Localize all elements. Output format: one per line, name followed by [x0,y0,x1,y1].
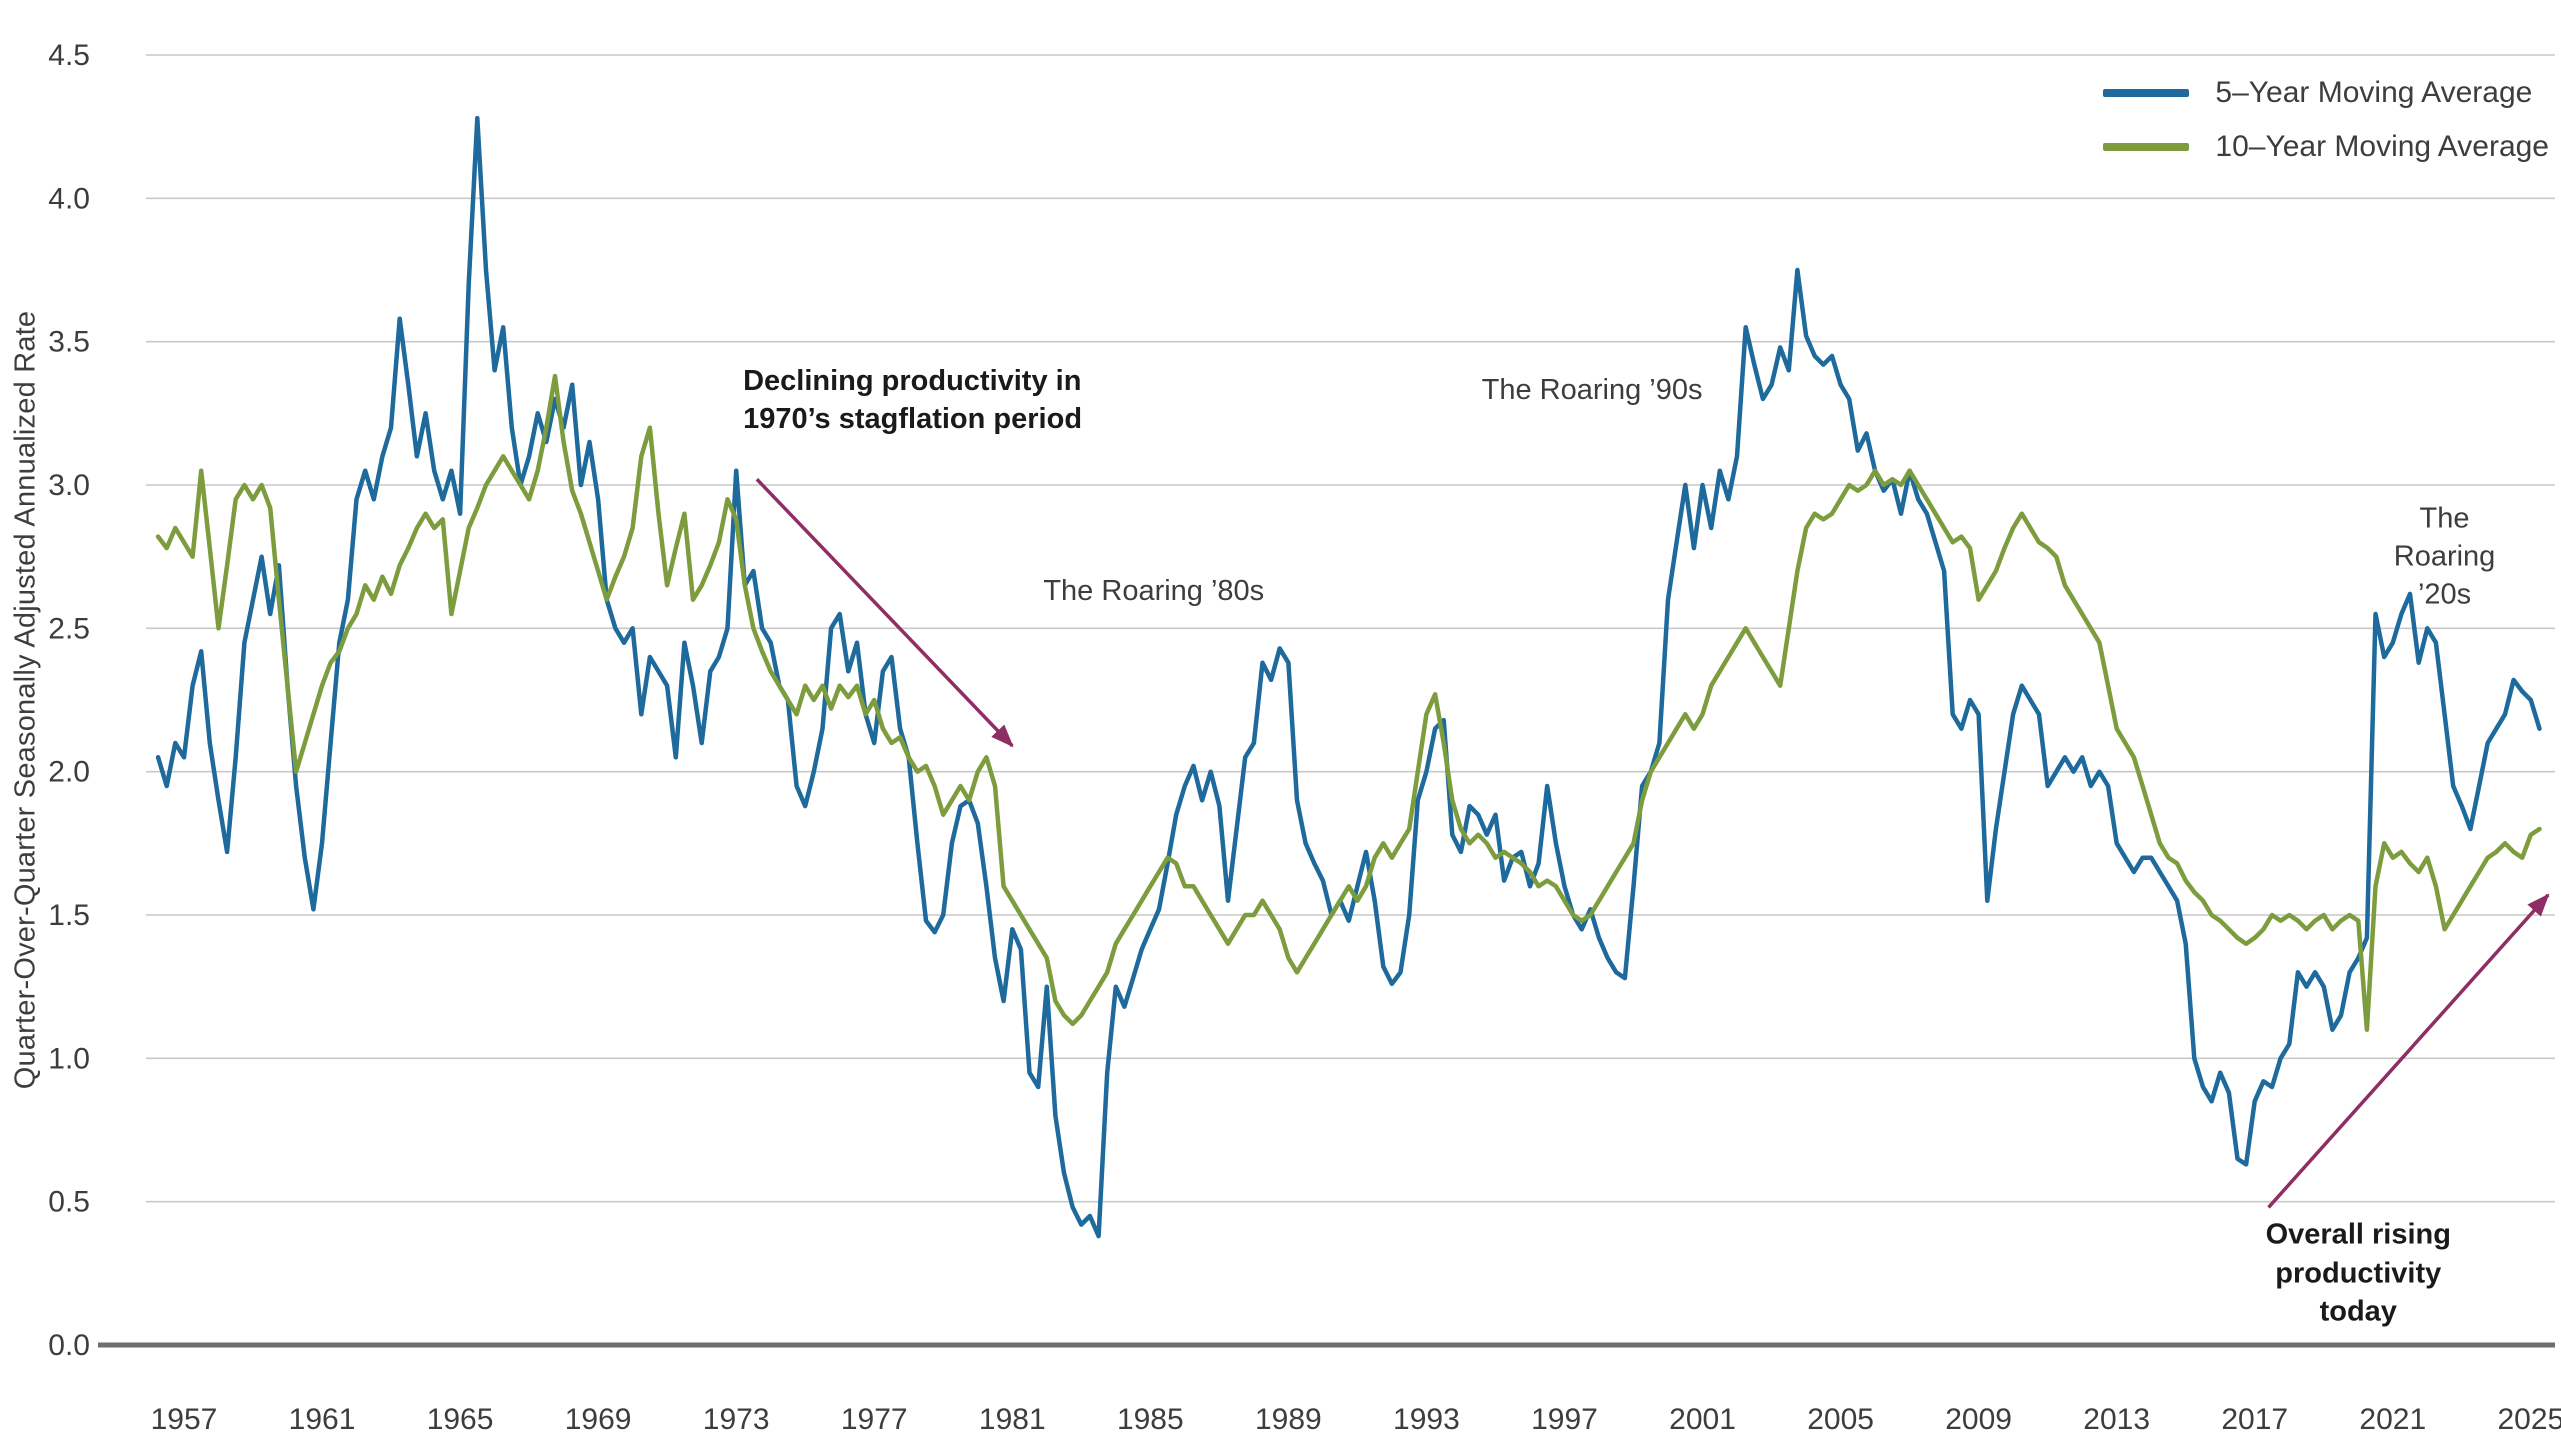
annotation-roaring-20s: The Roaring ’20s [2393,502,2496,611]
y-tick-label: 3.5 [48,326,90,359]
y-tick-label: 0.5 [48,1186,90,1219]
y-tick-label: 4.0 [48,182,90,215]
x-tick-label: 1997 [1531,1403,1598,1436]
x-tick-label: 1993 [1393,1403,1460,1436]
annotation-roaring-90s: The Roaring ’90s [1481,374,1703,407]
annotation-stagflation: Declining productivity in 1970’s stagfla… [743,364,1083,435]
legend-swatch-10yr-icon [2103,143,2190,151]
x-tick-label: 2017 [2221,1403,2288,1436]
series-line-5yr [155,115,2542,1239]
x-tick-label: 1981 [979,1403,1046,1436]
x-tick-label: 2021 [2359,1403,2426,1436]
y-tick-label: 3.0 [48,469,90,502]
y-tick-label: 0.0 [48,1329,90,1362]
series-lines [155,115,2542,1239]
annotation-arrow [755,478,1014,748]
legend-label-5yr: 5–Year Moving Average [2215,76,2533,109]
tick-labels: 0.0 0.5 1.0 1.5 2.0 2.5 3.0 3.5 4.0 4.5 1957 1961 19… [48,39,2561,1436]
legend: 5–Year Moving Average 10–Year Moving Ave… [2103,76,2549,164]
annotation-arrow [2267,893,2550,1209]
legend-swatch-5yr-icon [2103,89,2190,97]
y-tick-label: 1.0 [48,1042,90,1075]
x-tick-label: 2025 [2497,1403,2561,1436]
x-tick-label: 1965 [427,1403,494,1436]
x-tick-label: 2001 [1669,1403,1736,1436]
y-axis-title: Quarter-Over-Quarter Seasonally Adjusted… [9,310,42,1090]
y-tick-label: 1.5 [48,899,90,932]
annotation-arrows [755,478,2550,1209]
y-tick-label: 2.5 [48,612,90,645]
x-tick-label: 1973 [703,1403,770,1436]
x-tick-label: 1957 [151,1403,218,1436]
gridlines [146,54,2555,1203]
series-line-10yr [155,373,2542,1032]
y-tick-label: 2.0 [48,756,90,789]
y-tick-label: 4.5 [48,39,90,72]
x-tick-label: 1977 [841,1403,908,1436]
legend-item-5yr: 5–Year Moving Average [2103,76,2549,110]
x-tick-label: 1985 [1117,1403,1184,1436]
x-tick-label: 1989 [1255,1403,1322,1436]
x-tick-label: 2013 [2083,1403,2150,1436]
x-tick-label: 2009 [1945,1403,2012,1436]
legend-item-10yr: 10–Year Moving Average [2103,130,2549,164]
x-tick-label: 1969 [565,1403,632,1436]
x-tick-label: 2005 [1807,1403,1874,1436]
annotation-rising-productivity: Overall rising productivity today [2265,1218,2451,1328]
legend-label-10yr: 10–Year Moving Average [2215,130,2549,163]
x-tick-label: 1961 [289,1403,356,1436]
annotation-roaring-80s: The Roaring ’80s [1043,574,1265,607]
